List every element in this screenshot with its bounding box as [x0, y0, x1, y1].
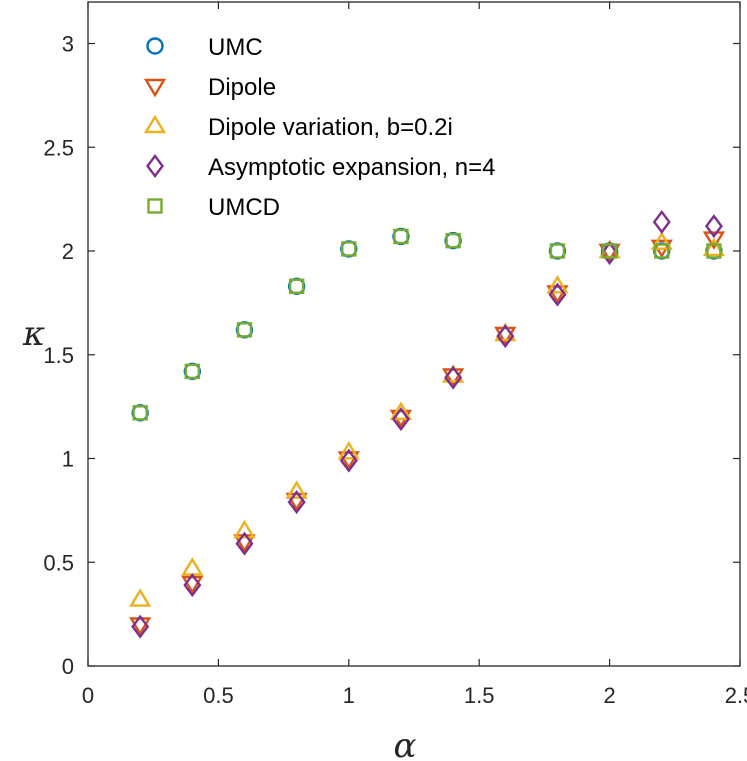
- legend-marker-diamond: [146, 154, 164, 178]
- data-point-diamond: [704, 214, 723, 239]
- data-point-triangle-up: [233, 519, 256, 539]
- data-point-triangle-up: [389, 401, 413, 421]
- data-point-diamond: [496, 324, 515, 349]
- y-tick-label: 3: [62, 32, 74, 57]
- y-tick-label: 1.5: [43, 343, 74, 368]
- data-point-triangle-up: [702, 237, 726, 257]
- legend: UMC Dipole Dipole variation, b=0.2i Asympto…: [143, 34, 496, 221]
- data-point-diamond: [548, 282, 567, 307]
- legend-entry: UMCD: [147, 194, 280, 221]
- legend-label: Dipole variation, b=0.2i: [208, 114, 453, 141]
- legend-entry: Dipole variation, b=0.2i: [143, 114, 453, 141]
- data-point-diamond: [600, 241, 619, 266]
- x-tick-label: 0.5: [203, 683, 234, 708]
- data-markers: [129, 209, 726, 639]
- series-umcd: [132, 228, 722, 421]
- y-tick-label: 1: [62, 447, 74, 472]
- axis-ticks: [87, 2, 741, 667]
- data-point-diamond: [339, 448, 358, 473]
- data-point-square: [654, 243, 670, 259]
- data-point-triangle-up: [650, 231, 673, 250]
- legend-label: UMCD: [208, 194, 280, 221]
- data-point-square: [706, 243, 722, 259]
- legend-entry: Dipole: [143, 74, 276, 101]
- data-point-triangle-down: [702, 231, 726, 250]
- data-point-square: [184, 363, 201, 380]
- x-tick-label: 2.5: [725, 683, 747, 708]
- data-point-square: [393, 228, 409, 245]
- data-point-square: [601, 243, 618, 259]
- y-tick-label: 0.5: [43, 550, 74, 575]
- data-point-triangle-up: [285, 480, 308, 499]
- data-point-square: [132, 405, 148, 421]
- legend-marker-triangle-down: [143, 78, 167, 98]
- y-tick-label: 0: [62, 654, 74, 679]
- y-tick-label: 2: [62, 239, 74, 264]
- data-point-diamond: [287, 490, 306, 515]
- legend-marker-triangle-up: [143, 114, 167, 134]
- data-point-square: [341, 241, 357, 257]
- y-tick-label: 2.5: [43, 135, 74, 160]
- data-point-triangle-up: [337, 440, 360, 460]
- data-point-triangle-up: [129, 588, 152, 607]
- x-tick-label: 2: [603, 683, 615, 708]
- legend-marker-square: [147, 198, 163, 214]
- data-point-diamond: [235, 531, 254, 556]
- data-point-diamond: [391, 407, 410, 432]
- data-point-square: [288, 278, 305, 294]
- legend-label: Asymptotic expansion, n=4: [208, 154, 496, 181]
- data-point-square: [445, 232, 461, 249]
- data-point-diamond: [183, 573, 202, 598]
- plot-area: [87, 1, 741, 667]
- legend-entry: UMC: [146, 34, 263, 61]
- legend-entry: Asymptotic expansion, n=4: [146, 154, 496, 181]
- x-axis-label: α: [394, 726, 417, 761]
- data-point-diamond: [131, 614, 150, 639]
- data-point-diamond: [444, 365, 463, 390]
- legend-label: Dipole: [208, 74, 276, 101]
- y-axis-label: κ: [22, 314, 45, 354]
- data-point-diamond: [652, 209, 671, 234]
- series-asymptotic-expansion-n-4: [131, 209, 723, 639]
- axis-tick-labels: 0 0.5 1 1.5 2 2.5 0 0.5 1 1.5 2 2.5 3: [43, 32, 747, 709]
- data-point-square: [549, 243, 566, 259]
- x-tick-label: 0: [82, 683, 94, 708]
- legend-marker-circle: [146, 37, 164, 55]
- legend-label: UMC: [208, 34, 263, 61]
- x-tick-label: 1: [343, 683, 355, 708]
- data-point-triangle-up: [546, 274, 569, 294]
- x-tick-label: 1.5: [464, 683, 495, 708]
- data-point-square: [236, 322, 253, 338]
